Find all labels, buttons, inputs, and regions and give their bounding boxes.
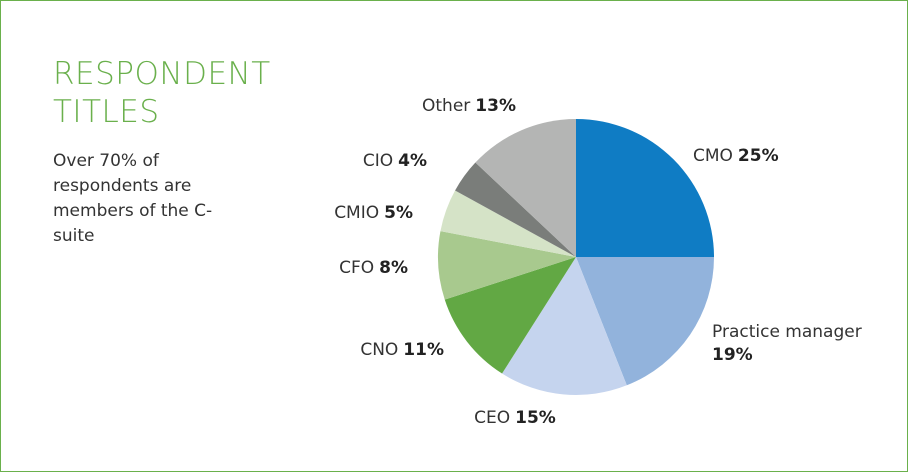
pie-slice	[438, 231, 576, 300]
pie-slice	[475, 119, 576, 257]
pie-slice	[576, 257, 714, 386]
slice-label: CIO 4%	[363, 151, 427, 171]
label-value: 4%	[398, 151, 427, 171]
pie-slice	[502, 257, 627, 395]
slice-label: CNO 11%	[360, 340, 444, 360]
slice-label: CMO 25%	[693, 146, 779, 166]
label-name: CMO	[693, 146, 733, 166]
pie-slice	[444, 257, 576, 374]
label-name: Other	[422, 96, 470, 116]
label-name: Practice manager	[712, 322, 862, 342]
chart-subtitle: Over 70% of respondents are members of t…	[53, 151, 213, 246]
pie-slice	[576, 119, 714, 257]
label-value: 8%	[379, 258, 408, 278]
label-name: CIO	[363, 151, 393, 171]
label-value: 19%	[712, 345, 753, 365]
label-name: CEO	[474, 408, 510, 428]
label-name: CNO	[360, 340, 398, 360]
slice-label: CMIO 5%	[334, 203, 413, 223]
label-value: 25%	[738, 146, 779, 166]
label-name: CFO	[339, 258, 374, 278]
chart-title: RESPONDENT TITLES	[53, 56, 271, 130]
slice-label: CEO 15%	[474, 408, 556, 428]
slice-label: CFO 8%	[339, 258, 408, 278]
label-value: 15%	[515, 408, 556, 428]
label-value: 13%	[475, 96, 516, 116]
pie-slice	[440, 190, 576, 257]
label-name: CMIO	[334, 203, 379, 223]
slice-label: Practice manager 19%	[712, 322, 862, 365]
slice-label: Other 13%	[422, 96, 516, 116]
label-value: 5%	[384, 203, 413, 223]
pie-slice	[455, 162, 576, 257]
label-value: 11%	[403, 340, 444, 360]
